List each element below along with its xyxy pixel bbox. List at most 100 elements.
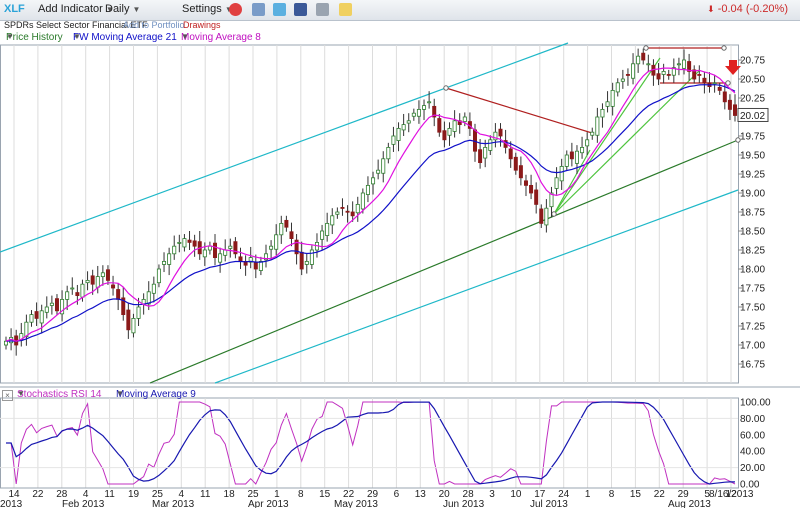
candle: [172, 245, 177, 255]
x-tick-label: 28: [56, 489, 68, 500]
x-tick-label: 25: [247, 489, 259, 500]
candle: [60, 298, 65, 315]
month-label: 2013: [0, 499, 23, 508]
candle: [320, 230, 325, 240]
x-tick-label: 4: [83, 489, 89, 500]
candle: [360, 192, 365, 210]
chevron-down-icon: ▼: [105, 5, 114, 14]
candle: [24, 321, 29, 338]
alarm-icon[interactable]: [229, 3, 242, 16]
candle: [228, 245, 233, 249]
period-select[interactable]: Daily ▼: [105, 3, 140, 15]
facebook-icon[interactable]: [294, 3, 307, 16]
candle: [534, 189, 539, 205]
candle: [692, 69, 697, 80]
price-legend: Price History ▼ FW Moving Average 21 ▼ M…: [0, 32, 800, 45]
note-icon[interactable]: [339, 3, 352, 16]
candle: [376, 169, 381, 174]
print-icon[interactable]: [252, 3, 265, 16]
close-icon[interactable]: ×: [2, 390, 13, 401]
candle: [258, 260, 263, 271]
candle: [508, 148, 513, 160]
y-tick-label: 19.50: [740, 151, 765, 162]
candle: [595, 116, 600, 136]
drawing-handle: [721, 45, 727, 51]
drawings-link[interactable]: Drawings: [183, 20, 221, 30]
candle: [90, 275, 95, 285]
candle: [167, 253, 172, 265]
candle: [304, 260, 309, 265]
x-tick-label: 20: [439, 489, 451, 500]
candle: [136, 306, 141, 319]
candle: [641, 52, 646, 61]
candle: [646, 63, 651, 66]
add-portfolio-link[interactable]: Add to Portfolio: [123, 20, 185, 30]
twitter-icon[interactable]: [273, 3, 286, 16]
candle: [75, 292, 80, 296]
candle: [156, 268, 161, 284]
symbol-label[interactable]: XLF: [4, 3, 25, 15]
chevron-down-icon: ▼: [132, 5, 141, 14]
candle: [676, 63, 681, 66]
x-tick-label: 17: [534, 489, 546, 500]
candle: [207, 245, 212, 251]
period-label: Daily: [105, 3, 130, 15]
x-tick-label: 3: [489, 489, 495, 500]
candle: [44, 306, 49, 313]
candle: [625, 74, 630, 76]
candle: [554, 177, 559, 189]
y-tick-label: 17.75: [740, 284, 765, 295]
candle: [335, 211, 340, 215]
candle: [182, 238, 187, 248]
candle: [401, 124, 406, 131]
legend-stoch-label: Stochastics RSI 14: [17, 389, 102, 400]
x-tick-label: 10: [510, 489, 522, 500]
x-tick-label: 15: [319, 489, 331, 500]
candle: [284, 219, 289, 228]
candle: [396, 127, 401, 141]
drawing-handle: [643, 45, 649, 51]
candle: [192, 240, 197, 247]
candle: [447, 127, 452, 136]
x-tick-label: 28: [463, 489, 475, 500]
x-tick-label: 4: [179, 489, 185, 500]
resistance-line: [445, 87, 593, 134]
month-label: Jun 2013: [443, 499, 485, 508]
camera-icon[interactable]: [316, 3, 329, 16]
candle: [146, 291, 151, 305]
stoch-tick-label: 0.00: [740, 480, 760, 491]
candle: [238, 256, 243, 262]
x-tick-label: 1: [585, 489, 591, 500]
candle: [717, 86, 722, 91]
stoch-tick-label: 80.00: [740, 414, 765, 425]
add-indicator-button[interactable]: Add Indicator ▼: [38, 3, 114, 15]
candle: [111, 284, 116, 289]
stoch-pane: [0, 397, 739, 489]
candle: [223, 249, 228, 256]
lower-channel-line: [214, 189, 739, 384]
candle: [309, 249, 314, 265]
x-tick-label: 22: [343, 489, 355, 500]
candle: [39, 310, 44, 324]
candle: [263, 253, 268, 261]
candle: [620, 78, 625, 82]
candle: [386, 146, 391, 160]
y-tick-label: 18.75: [740, 208, 765, 219]
y-tick-label: 17.50: [740, 303, 765, 314]
candle: [371, 177, 376, 185]
candle: [95, 276, 100, 288]
settings-button[interactable]: Settings ▼: [182, 3, 233, 15]
candle: [636, 55, 641, 65]
candle: [574, 150, 579, 164]
x-tick-label: 8: [609, 489, 615, 500]
candle: [70, 287, 75, 290]
candle: [733, 104, 738, 116]
candle: [54, 298, 59, 312]
y-tick-label: 17.00: [740, 341, 765, 352]
candle: [462, 116, 467, 122]
ma8-line: [5, 67, 736, 342]
fan-line-3: [553, 149, 591, 215]
settings-label: Settings: [182, 3, 222, 15]
candle: [151, 283, 156, 294]
candle: [631, 63, 636, 79]
